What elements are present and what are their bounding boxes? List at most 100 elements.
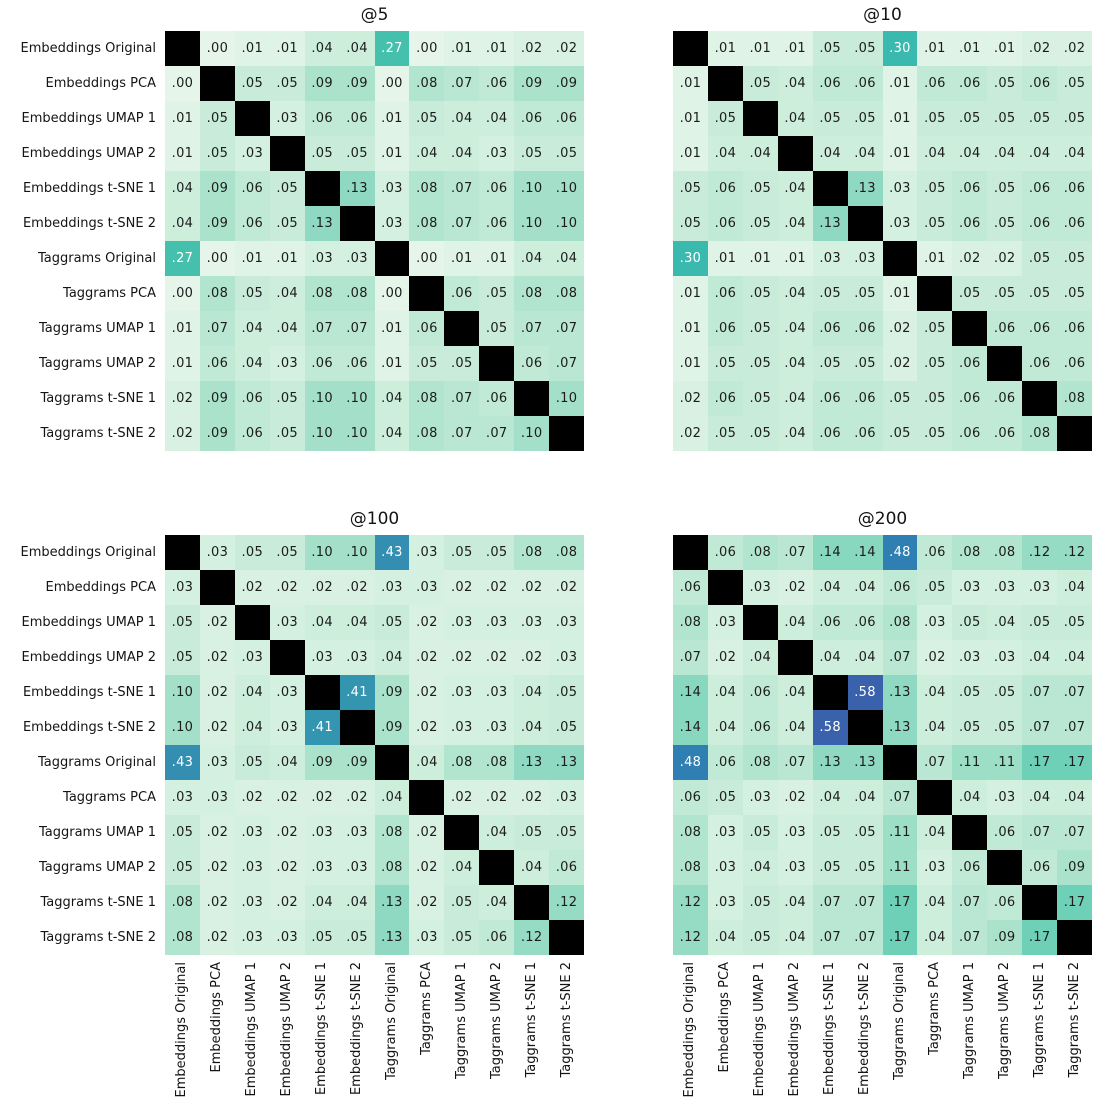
heatmap-cell: .04: [1057, 570, 1092, 605]
heatmap-cell: .30: [882, 31, 918, 66]
heatmap-cell: .07: [1057, 710, 1092, 745]
heatmap-cell: .05: [987, 675, 1023, 710]
heatmap-cell: .08: [304, 276, 340, 311]
heatmap-cell: .01: [917, 31, 953, 66]
heatmap-cell: .07: [847, 885, 883, 920]
heatmap-cell: .04: [514, 675, 550, 710]
heatmap-cell: .01: [374, 101, 410, 136]
heatmap-cell: .09: [339, 66, 375, 101]
heatmap-cell: .13: [374, 920, 410, 955]
heatmap-cell: .06: [234, 206, 270, 241]
row-label: Embeddings PCA: [45, 76, 156, 91]
heatmap-cell: .08: [987, 535, 1023, 570]
heatmap-cell: .04: [847, 780, 883, 815]
heatmap-cell: .17: [1022, 920, 1058, 955]
heatmap-cell: .06: [952, 346, 988, 381]
heatmap-cell: .05: [742, 381, 778, 416]
heatmap-cell: .27: [374, 31, 410, 66]
heatmap-cell: .09: [304, 745, 340, 780]
heatmap-cell: .07: [444, 416, 480, 451]
heatmap-cell: .04: [707, 710, 743, 745]
heatmap-cell: .05: [952, 276, 988, 311]
row-label: Taggrams t-SNE 1: [40, 391, 156, 406]
heatmap-cell: .05: [409, 346, 445, 381]
heatmap-cell: .05: [707, 346, 743, 381]
heatmap-cell: .05: [673, 171, 708, 206]
heatmap-cell: .03: [549, 605, 584, 640]
heatmap-cell: .04: [917, 885, 953, 920]
heatmap-cell: .01: [269, 241, 305, 276]
heatmap-cell: .04: [777, 416, 813, 451]
row-label: Taggrams UMAP 1: [38, 321, 156, 336]
heatmap-cell: .05: [479, 535, 515, 570]
heatmap-cell: .05: [269, 171, 305, 206]
heatmap-cell: .02: [673, 381, 708, 416]
heatmap-cell: .04: [777, 885, 813, 920]
heatmap-cell-diagonal: [165, 31, 200, 66]
heatmap-at200: .06.08.07.14.14.48.06.08.08.12.12.06.03.…: [673, 535, 1092, 955]
heatmap-cell: .00: [199, 241, 235, 276]
heatmap-cell: .17: [1022, 745, 1058, 780]
heatmap-cell: .06: [479, 381, 515, 416]
heatmap-cell-diagonal: [987, 850, 1023, 885]
heatmap-cell: .02: [199, 675, 235, 710]
heatmap-cell: .04: [707, 920, 743, 955]
heatmap-cell: .00: [199, 31, 235, 66]
heatmap-cell: .06: [742, 675, 778, 710]
heatmap-cell: .02: [1022, 31, 1058, 66]
heatmap-cell: .10: [514, 416, 550, 451]
heatmap-cell: .06: [339, 101, 375, 136]
row-label: Taggrams PCA: [63, 286, 156, 301]
heatmap-cell: .05: [234, 535, 270, 570]
heatmap-cell: .58: [812, 710, 848, 745]
heatmap-cell: .01: [673, 66, 708, 101]
heatmap-cell: .06: [987, 885, 1023, 920]
heatmap-cell: .05: [917, 416, 953, 451]
row-label: Taggrams UMAP 2: [38, 860, 156, 875]
heatmap-cell: .02: [882, 346, 918, 381]
heatmap-cell: .03: [549, 640, 584, 675]
heatmap-cell: .05: [339, 136, 375, 171]
heatmap-cell: .13: [812, 745, 848, 780]
heatmap-cell: .06: [742, 710, 778, 745]
heatmap-cell: .03: [952, 640, 988, 675]
heatmap-cell: .05: [847, 815, 883, 850]
heatmap-cell: .06: [479, 206, 515, 241]
heatmap-cell: .05: [549, 136, 584, 171]
heatmap-cell: .02: [234, 780, 270, 815]
heatmap-cell: .03: [707, 815, 743, 850]
heatmap-cell: .06: [1057, 311, 1092, 346]
heatmap-cell-diagonal: [549, 416, 584, 451]
heatmap-cell-diagonal: [742, 101, 778, 136]
heatmap-cell: .04: [917, 675, 953, 710]
heatmap-cell: .08: [673, 605, 708, 640]
heatmap-cell: .05: [917, 171, 953, 206]
heatmap-cell-diagonal: [339, 206, 375, 241]
heatmap-cell: .04: [777, 675, 813, 710]
heatmap-cell: .02: [549, 31, 584, 66]
heatmap-cell: .06: [304, 346, 340, 381]
heatmap-cell: .05: [987, 66, 1023, 101]
heatmap-cell: .04: [1022, 640, 1058, 675]
heatmap-cell: .06: [847, 66, 883, 101]
heatmap-cell: .17: [882, 920, 918, 955]
heatmap-cell: .04: [777, 206, 813, 241]
heatmap-cell-diagonal: [514, 381, 550, 416]
col-label: Taggrams PCA: [418, 962, 434, 1055]
heatmap-cell: .03: [479, 710, 515, 745]
heatmap-cell: .05: [847, 31, 883, 66]
heatmap-cell: .02: [444, 640, 480, 675]
heatmap-cell: .04: [304, 31, 340, 66]
heatmap-cell: .06: [514, 346, 550, 381]
heatmap-cell-diagonal: [777, 640, 813, 675]
heatmap-cell: .06: [549, 850, 584, 885]
heatmap-cell: .05: [952, 605, 988, 640]
heatmap-cell: .04: [304, 885, 340, 920]
heatmap-cell-diagonal: [549, 920, 584, 955]
heatmap-cell: .05: [847, 850, 883, 885]
heatmap-cell: .02: [304, 780, 340, 815]
heatmap-cell: .04: [847, 136, 883, 171]
heatmap-cell: .03: [707, 885, 743, 920]
heatmap-cell: .06: [812, 311, 848, 346]
